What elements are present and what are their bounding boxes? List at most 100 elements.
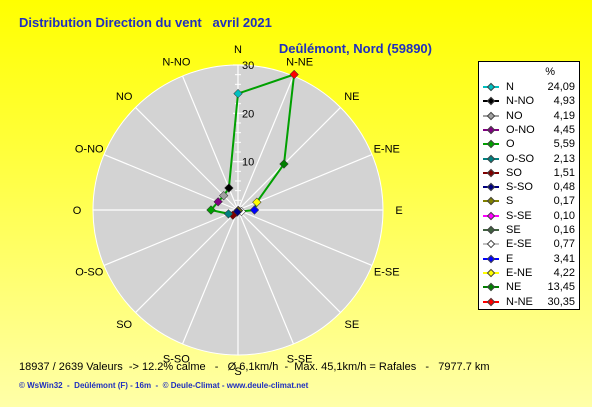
legend-label: N-NE — [506, 295, 533, 308]
legend-item: S-SO 0,48 — [479, 180, 579, 194]
grid-spoke — [237, 209, 295, 345]
data-point-n — [233, 88, 243, 99]
legend-value: 4,22 — [553, 266, 575, 279]
legend-item: SO 1,51 — [479, 166, 579, 180]
data-point-o-no — [213, 197, 223, 207]
legend: % N 24,09 N-NO 4,93 NO 4,19 O-NO 4,45 O 5,59 O-SO 2… — [478, 61, 580, 310]
legend-marker-icon — [486, 240, 496, 249]
direction-label: S-SO — [163, 354, 190, 366]
legend-value: 0,10 — [553, 209, 575, 222]
legend-label: N-NO — [506, 95, 535, 108]
legend-value: 5,59 — [553, 138, 575, 151]
legend-value: 30,35 — [547, 295, 575, 308]
legend-label: N — [506, 81, 514, 93]
legend-value: 0,48 — [553, 181, 575, 194]
direction-label: O-NO — [75, 143, 104, 155]
legend-item: N 24,09 — [479, 80, 579, 94]
legend-item: N-NO 4,93 — [479, 94, 579, 108]
grid-spoke — [103, 209, 239, 267]
grid-spoke — [237, 209, 341, 313]
chart-title: Distribution Direction du vent avril 202… — [19, 15, 272, 30]
legend-label: O — [506, 138, 515, 151]
direction-label: E — [395, 205, 402, 217]
legend-value: 4,45 — [553, 123, 575, 136]
grid-spoke — [135, 107, 239, 211]
direction-label: N — [234, 44, 242, 56]
data-point-e-ne — [252, 197, 262, 207]
data-point-ne — [279, 159, 289, 169]
legend-item: NE 13,45 — [479, 280, 579, 294]
data-point-n-ne — [289, 69, 299, 80]
legend-value: 4,93 — [553, 95, 575, 108]
legend-value: 4,19 — [553, 109, 575, 122]
grid-spoke — [135, 209, 239, 313]
legend-item: O-NO 4,45 — [479, 123, 579, 137]
direction-label: SE — [345, 319, 360, 331]
legend-label: NO — [506, 109, 523, 122]
grid-spoke — [237, 107, 341, 211]
legend-label: SE — [506, 224, 521, 236]
grid-spoke — [181, 209, 239, 345]
data-point-e — [249, 205, 260, 215]
r-tick-label: 30 — [242, 60, 254, 72]
legend-item: E-NE 4,22 — [479, 266, 579, 280]
legend-label: O-NO — [506, 123, 535, 136]
chart-subtitle: Deûlémont, Nord (59890) — [278, 41, 432, 56]
legend-item: S 0,17 — [479, 194, 579, 208]
legend-label: S-SE — [506, 209, 532, 222]
legend-value: 2,13 — [553, 152, 575, 165]
data-point-no — [219, 191, 229, 201]
direction-label: SO — [116, 319, 132, 331]
footer-credits: © WsWin32 - Deûlémont (F) - 16m - © Deul… — [19, 381, 309, 390]
direction-label: N-NO — [162, 56, 191, 68]
direction-label: S — [234, 366, 241, 378]
direction-label: S-SE — [287, 354, 313, 366]
direction-label: N-NE — [286, 56, 313, 68]
legend-marker-icon — [486, 154, 496, 163]
direction-label: O-SO — [75, 267, 104, 279]
direction-label: E-SE — [374, 267, 400, 279]
legend-item: E-SE 0,77 — [479, 237, 579, 251]
legend-label: SO — [506, 166, 522, 179]
r-tick-label: 20 — [242, 108, 254, 120]
data-point-o — [206, 205, 216, 215]
legend-item: O 5,59 — [479, 137, 579, 151]
legend-item: NO 4,19 — [479, 109, 579, 123]
legend-value: 0,77 — [553, 238, 575, 251]
direction-label: E-NE — [374, 143, 400, 155]
legend-value: 3,41 — [553, 252, 575, 265]
legend-marker-icon — [486, 197, 496, 206]
legend-label: E — [506, 252, 514, 265]
legend-marker-icon — [486, 211, 496, 220]
legend-marker-icon — [486, 82, 496, 92]
grid-spoke — [237, 153, 373, 211]
legend-label: O-SO — [506, 152, 535, 165]
legend-marker-icon — [486, 139, 496, 149]
data-point-o-so — [223, 209, 234, 219]
grid-spoke — [237, 75, 295, 211]
legend-marker-icon — [486, 297, 496, 306]
legend-item: S-SE 0,10 — [479, 209, 579, 223]
legend-marker-icon — [486, 182, 496, 192]
data-point-n-no — [224, 183, 234, 193]
legend-marker-icon — [486, 97, 496, 106]
legend-value: 24,09 — [547, 81, 575, 93]
direction-label: NE — [344, 91, 359, 103]
legend-value: 0,16 — [553, 224, 575, 236]
direction-label: O — [73, 205, 82, 217]
legend-value: 1,51 — [553, 166, 575, 179]
legend-marker-icon — [486, 168, 496, 178]
legend-label: S-SO — [506, 181, 533, 194]
legend-item: E 3,41 — [479, 252, 579, 266]
legend-marker-icon — [486, 268, 496, 278]
legend-item: SE 0,16 — [479, 223, 579, 237]
legend-marker-icon — [486, 225, 496, 235]
legend-marker-icon — [486, 111, 496, 120]
direction-label: NO — [116, 91, 133, 103]
legend-marker-icon — [486, 282, 496, 292]
stats-line: 18937 / 2639 Valeurs -> 12.2% calme - Ø … — [19, 361, 490, 373]
legend-label: E-NE — [506, 266, 533, 279]
r-tick-label: 10 — [242, 157, 254, 169]
legend-item: N-NE 30,35 — [479, 295, 579, 309]
